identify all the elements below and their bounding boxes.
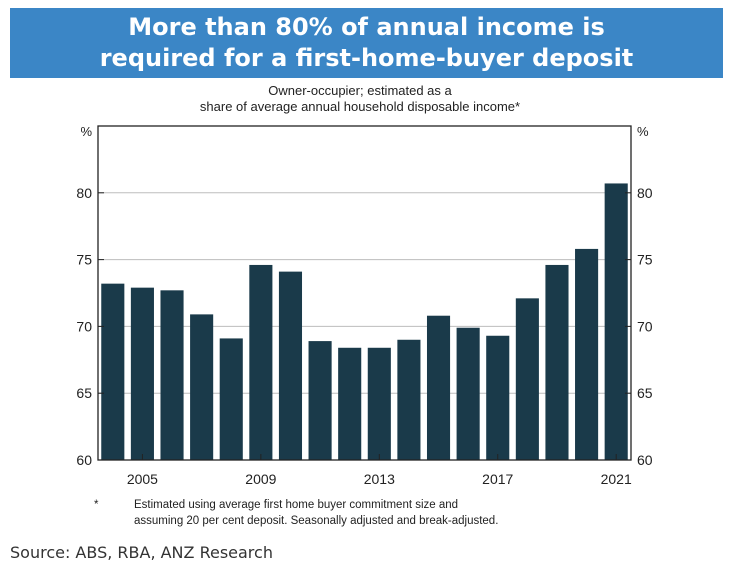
footnote-line-1: Estimated using average first home buyer…	[134, 499, 459, 511]
bar-2020	[575, 248, 599, 460]
bar-2007	[190, 314, 214, 460]
y-unit-label-right: %	[637, 124, 649, 139]
x-tick-label: 2017	[482, 471, 513, 487]
y-tick-label-left: 65	[76, 385, 92, 401]
bar-2015	[426, 315, 451, 460]
banner-title-line-2: required for a first-home-buyer deposit	[99, 44, 634, 72]
y-unit-label-left: %	[80, 124, 92, 139]
chart-subtitle-line-1: Owner-occupier; estimated as a	[268, 83, 452, 98]
y-tick-label-left: 60	[76, 452, 92, 468]
y-tick-label-left: 80	[76, 185, 92, 201]
x-tick-label: 2013	[364, 471, 395, 487]
bar-2019	[545, 264, 569, 460]
bar-2017	[486, 335, 510, 460]
x-tick-label: 2021	[601, 471, 632, 487]
bar-2010	[278, 271, 303, 460]
chart-banner: More than 80% of annual income is requir…	[10, 8, 723, 78]
plot-frame	[97, 125, 632, 461]
source-note: Source: ABS, RBA, ANZ Research	[10, 543, 273, 562]
bar-2014	[397, 339, 421, 460]
bar-2016	[456, 327, 480, 460]
bar-2021	[604, 183, 628, 460]
y-tick-label-right: 65	[637, 385, 653, 401]
y-tick-label-right: 60	[637, 452, 653, 468]
footnote-mark: *	[94, 499, 99, 511]
bar-2013	[367, 347, 391, 460]
y-tick-label-right: 70	[637, 318, 653, 334]
bar-2008	[219, 338, 243, 460]
bar-chart: 60 60 65 65 70 70 75 75 80 80% % 2005 2009 2013 2017 20…	[76, 124, 653, 487]
y-tick-label-right: 80	[637, 185, 653, 201]
bar-2009	[249, 264, 273, 460]
bar-2004	[101, 283, 125, 460]
bar-2012	[338, 347, 362, 460]
y-tick-label-right: 75	[637, 252, 653, 268]
x-tick-label: 2009	[245, 471, 276, 487]
chart-subtitle-line-2: share of average annual household dispos…	[199, 99, 521, 114]
bar-2011	[308, 341, 332, 460]
y-tick-label-left: 75	[76, 252, 92, 268]
banner-title-line-1: More than 80% of annual income is	[128, 13, 605, 41]
footnote-line-2: assuming 20 per cent deposit. Seasonally…	[134, 515, 499, 527]
x-tick-label: 2005	[127, 471, 158, 487]
bar-2006	[160, 290, 184, 460]
bar-2018	[515, 298, 539, 460]
y-tick-label-left: 70	[76, 318, 92, 334]
bar-2005	[130, 287, 154, 460]
